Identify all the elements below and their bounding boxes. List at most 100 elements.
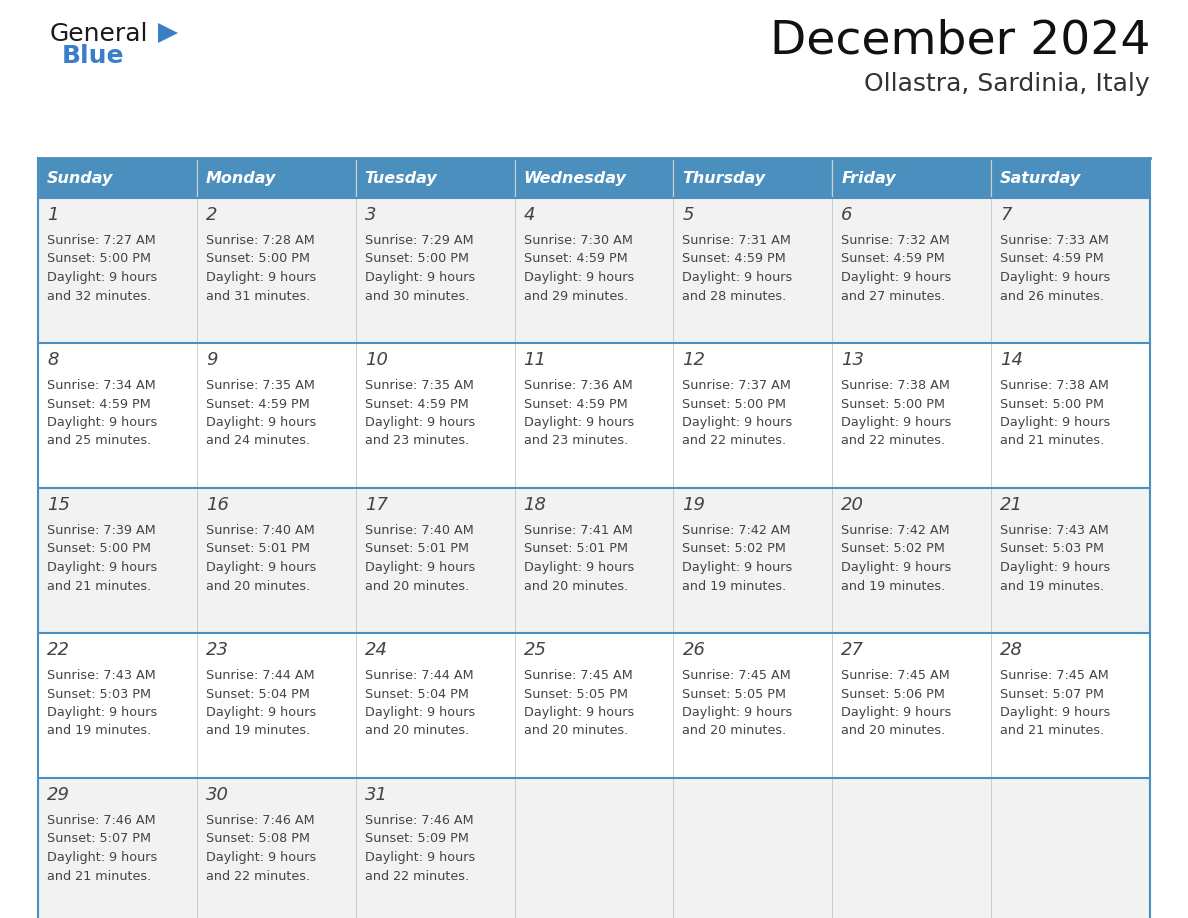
Text: Sunrise: 7:45 AM: Sunrise: 7:45 AM [682, 669, 791, 682]
Bar [38, 488, 197, 633]
Text: and 21 minutes.: and 21 minutes. [1000, 434, 1105, 447]
Text: Daylight: 9 hours: Daylight: 9 hours [524, 416, 634, 429]
Text: 24: 24 [365, 641, 387, 659]
Text: 11: 11 [524, 351, 546, 369]
Text: Sunset: 5:06 PM: Sunset: 5:06 PM [841, 688, 946, 700]
Bar [514, 778, 674, 918]
Text: and 22 minutes.: and 22 minutes. [841, 434, 946, 447]
Text: Daylight: 9 hours: Daylight: 9 hours [48, 271, 157, 284]
Text: Daylight: 9 hours: Daylight: 9 hours [682, 271, 792, 284]
Bar [674, 488, 833, 633]
Text: Sunrise: 7:43 AM: Sunrise: 7:43 AM [48, 669, 156, 682]
Text: Sunset: 5:05 PM: Sunset: 5:05 PM [524, 688, 627, 700]
Text: and 28 minutes.: and 28 minutes. [682, 289, 786, 303]
Text: 14: 14 [1000, 351, 1023, 369]
Text: 5: 5 [682, 206, 694, 224]
Text: Sunrise: 7:39 AM: Sunrise: 7:39 AM [48, 524, 156, 537]
Text: Sunrise: 7:35 AM: Sunrise: 7:35 AM [206, 379, 315, 392]
Text: 27: 27 [841, 641, 865, 659]
Text: Daylight: 9 hours: Daylight: 9 hours [48, 416, 157, 429]
Text: and 20 minutes.: and 20 minutes. [365, 579, 469, 592]
Text: Sunset: 4:59 PM: Sunset: 4:59 PM [841, 252, 944, 265]
Text: Daylight: 9 hours: Daylight: 9 hours [524, 706, 634, 719]
Bar [38, 158, 197, 198]
Bar [991, 633, 1150, 778]
Text: and 19 minutes.: and 19 minutes. [206, 724, 310, 737]
Text: Sunset: 5:00 PM: Sunset: 5:00 PM [1000, 397, 1104, 410]
Bar [833, 778, 991, 918]
Polygon shape [158, 23, 178, 43]
Text: Sunset: 5:01 PM: Sunset: 5:01 PM [365, 543, 469, 555]
Text: Sunset: 5:02 PM: Sunset: 5:02 PM [682, 543, 786, 555]
Bar [38, 778, 197, 918]
Bar [833, 633, 991, 778]
Text: Sunset: 5:04 PM: Sunset: 5:04 PM [206, 688, 310, 700]
Text: and 26 minutes.: and 26 minutes. [1000, 289, 1105, 303]
Text: 17: 17 [365, 496, 387, 514]
Text: Sunrise: 7:40 AM: Sunrise: 7:40 AM [365, 524, 474, 537]
Text: Sunrise: 7:30 AM: Sunrise: 7:30 AM [524, 234, 632, 247]
Bar [197, 488, 355, 633]
Text: Daylight: 9 hours: Daylight: 9 hours [365, 851, 475, 864]
Bar [514, 488, 674, 633]
Text: Daylight: 9 hours: Daylight: 9 hours [524, 561, 634, 574]
Text: and 20 minutes.: and 20 minutes. [682, 724, 786, 737]
Text: and 21 minutes.: and 21 minutes. [48, 869, 151, 882]
Text: Daylight: 9 hours: Daylight: 9 hours [206, 416, 316, 429]
Text: Thursday: Thursday [682, 171, 765, 185]
Text: and 20 minutes.: and 20 minutes. [365, 724, 469, 737]
Text: 9: 9 [206, 351, 217, 369]
Text: Sunrise: 7:33 AM: Sunrise: 7:33 AM [1000, 234, 1110, 247]
Bar [38, 343, 197, 488]
Text: 21: 21 [1000, 496, 1023, 514]
Text: Friday: Friday [841, 171, 896, 185]
Text: 16: 16 [206, 496, 229, 514]
Text: Sunset: 5:07 PM: Sunset: 5:07 PM [48, 833, 151, 845]
Text: Sunset: 5:00 PM: Sunset: 5:00 PM [365, 252, 469, 265]
Text: Sunset: 5:08 PM: Sunset: 5:08 PM [206, 833, 310, 845]
Bar [674, 343, 833, 488]
Text: Sunset: 5:04 PM: Sunset: 5:04 PM [365, 688, 468, 700]
Text: Daylight: 9 hours: Daylight: 9 hours [48, 561, 157, 574]
Text: Sunset: 5:05 PM: Sunset: 5:05 PM [682, 688, 786, 700]
Text: and 20 minutes.: and 20 minutes. [206, 579, 310, 592]
Text: Daylight: 9 hours: Daylight: 9 hours [841, 416, 952, 429]
Text: 23: 23 [206, 641, 229, 659]
Text: Daylight: 9 hours: Daylight: 9 hours [206, 561, 316, 574]
Bar [355, 488, 514, 633]
Text: Daylight: 9 hours: Daylight: 9 hours [841, 271, 952, 284]
Text: Sunset: 5:01 PM: Sunset: 5:01 PM [524, 543, 627, 555]
Bar [833, 198, 991, 343]
Text: 13: 13 [841, 351, 865, 369]
Text: Sunrise: 7:32 AM: Sunrise: 7:32 AM [841, 234, 950, 247]
Text: Sunset: 4:59 PM: Sunset: 4:59 PM [682, 252, 786, 265]
Text: Sunset: 4:59 PM: Sunset: 4:59 PM [524, 397, 627, 410]
Bar [514, 158, 674, 198]
Text: and 23 minutes.: and 23 minutes. [365, 434, 469, 447]
Text: 3: 3 [365, 206, 377, 224]
Text: 29: 29 [48, 786, 70, 804]
Text: Daylight: 9 hours: Daylight: 9 hours [206, 851, 316, 864]
Bar [355, 343, 514, 488]
Text: Sunrise: 7:42 AM: Sunrise: 7:42 AM [682, 524, 791, 537]
Text: Daylight: 9 hours: Daylight: 9 hours [48, 706, 157, 719]
Text: 25: 25 [524, 641, 546, 659]
Text: and 19 minutes.: and 19 minutes. [841, 579, 946, 592]
Bar [833, 343, 991, 488]
Text: and 21 minutes.: and 21 minutes. [48, 579, 151, 592]
Text: Daylight: 9 hours: Daylight: 9 hours [524, 271, 634, 284]
Text: Sunset: 5:00 PM: Sunset: 5:00 PM [682, 397, 786, 410]
Bar [833, 158, 991, 198]
Text: 6: 6 [841, 206, 853, 224]
Bar [355, 158, 514, 198]
Text: Wednesday: Wednesday [524, 171, 626, 185]
Text: Sunrise: 7:28 AM: Sunrise: 7:28 AM [206, 234, 315, 247]
Text: Sunset: 5:03 PM: Sunset: 5:03 PM [48, 688, 151, 700]
Text: and 25 minutes.: and 25 minutes. [48, 434, 151, 447]
Bar [991, 198, 1150, 343]
Bar [514, 343, 674, 488]
Text: Ollastra, Sardinia, Italy: Ollastra, Sardinia, Italy [865, 72, 1150, 96]
Text: Sunrise: 7:45 AM: Sunrise: 7:45 AM [841, 669, 950, 682]
Text: 20: 20 [841, 496, 865, 514]
Text: Daylight: 9 hours: Daylight: 9 hours [682, 416, 792, 429]
